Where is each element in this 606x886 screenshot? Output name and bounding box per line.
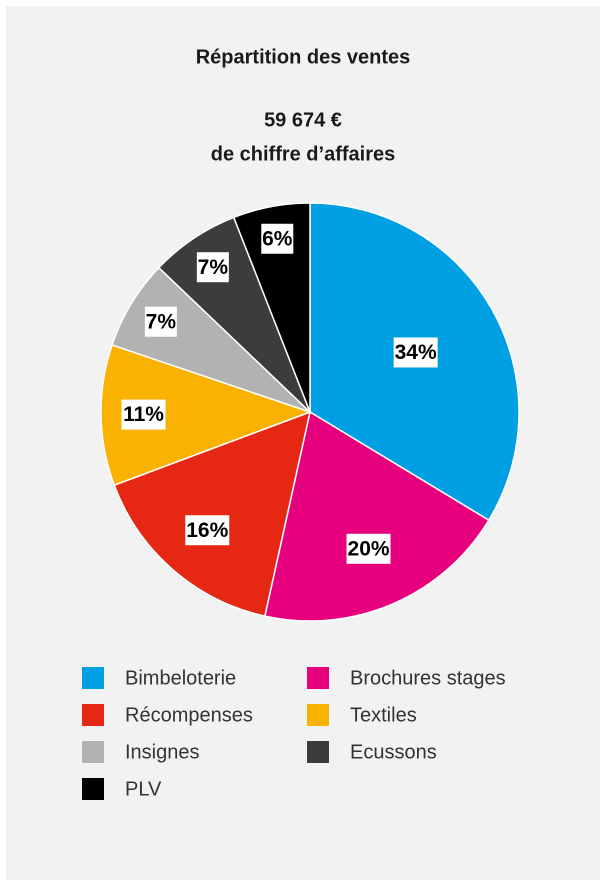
chart-title: Répartition des ventes xyxy=(196,46,411,68)
pie-slice xyxy=(232,202,311,413)
pie-slice xyxy=(263,410,490,622)
label-box xyxy=(196,252,229,283)
data-label: 7% xyxy=(146,310,177,333)
data-label: 11% xyxy=(123,403,164,426)
legend-swatch xyxy=(82,741,104,763)
legend-label: Ecussons xyxy=(350,741,437,763)
legend-label: Insignes xyxy=(125,741,200,763)
legend-label: Bimbeloterie xyxy=(125,667,236,689)
label-box xyxy=(185,515,230,546)
legend-label: Textiles xyxy=(350,704,417,726)
data-label: 16% xyxy=(186,519,228,542)
data-label: 20% xyxy=(348,537,390,560)
label-box xyxy=(121,399,166,430)
legend-swatch xyxy=(82,778,104,800)
pie-slice xyxy=(113,410,312,617)
legend-swatch xyxy=(307,704,329,726)
data-label: 6% xyxy=(262,227,293,250)
data-label: 34% xyxy=(395,341,437,364)
chart-subtitle: 59 674 € xyxy=(264,109,342,131)
legend-label: Brochures stages xyxy=(350,667,506,689)
label-box xyxy=(261,223,294,254)
data-label: 7% xyxy=(198,256,229,279)
legend-label: Récompenses xyxy=(125,704,253,726)
label-box xyxy=(393,337,438,368)
legend-swatch xyxy=(82,704,104,726)
legend-swatch xyxy=(307,667,329,689)
legend-swatch xyxy=(82,667,104,689)
legend-swatch xyxy=(307,741,329,763)
legend-label: PLV xyxy=(125,778,162,800)
chart-subtitle: de chiffre d’affaires xyxy=(211,143,396,165)
label-box xyxy=(144,306,177,337)
label-box xyxy=(346,533,391,564)
pie-slice xyxy=(100,343,313,487)
